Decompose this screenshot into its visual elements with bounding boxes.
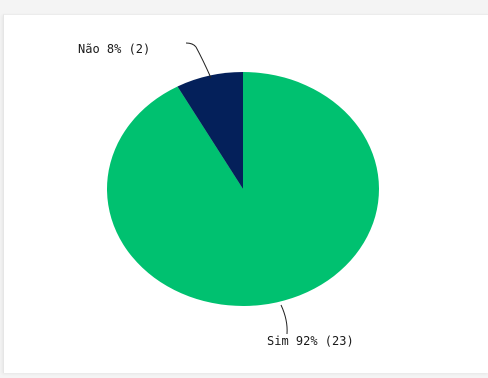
pie-slice-nao — [177, 72, 243, 189]
leader-line-sim — [280, 304, 288, 335]
leader-line-nao — [185, 42, 212, 79]
slice-label-nao: Não 8% (2) — [78, 42, 150, 56]
pie-slice-sim — [107, 72, 379, 307]
slice-label-sim: Sim 92% (23) — [267, 334, 354, 348]
